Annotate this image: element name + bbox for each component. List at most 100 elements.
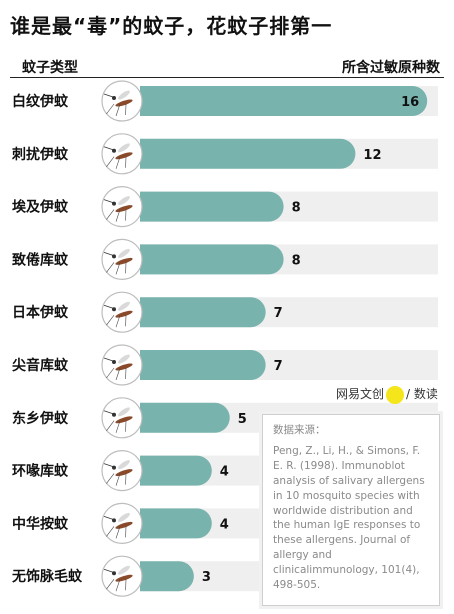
mosquito-icon bbox=[101, 397, 143, 439]
mosquito-wing bbox=[118, 90, 130, 100]
brand-credit: 网易文创 / 数读 bbox=[336, 385, 446, 404]
value-label: 3 bbox=[202, 570, 211, 585]
mosquito-wing bbox=[118, 512, 130, 522]
mosquito-proboscis bbox=[103, 146, 114, 151]
icon-ring bbox=[101, 80, 143, 122]
chart-row: 埃及伊蚊 8 bbox=[12, 185, 438, 228]
category-label: 东乡伊蚊 bbox=[12, 410, 69, 427]
category-column-header: 蚊子类型 bbox=[22, 60, 78, 76]
icon-ring bbox=[101, 238, 143, 280]
mosquito-leg bbox=[106, 103, 115, 115]
mosquito-leg bbox=[106, 315, 115, 326]
mosquito-leg bbox=[115, 526, 121, 539]
mosquito-leg bbox=[106, 473, 115, 484]
mosquito-wing bbox=[118, 248, 130, 258]
bar bbox=[140, 508, 212, 539]
bar bbox=[140, 561, 194, 592]
mosquito-leg bbox=[115, 473, 121, 486]
mosquito-proboscis bbox=[103, 410, 114, 415]
brand-name: 网易文创 bbox=[336, 387, 385, 401]
mosquito-leg bbox=[106, 209, 115, 220]
mosquito-leg bbox=[115, 315, 121, 328]
mosquito-wing bbox=[118, 196, 130, 206]
source-citation: Peng, Z., Li, H., & Simons, F. E. R. (19… bbox=[273, 444, 425, 592]
brand-logo-icon bbox=[386, 385, 405, 404]
icon-ring bbox=[101, 133, 143, 175]
category-label: 白纹伊蚊 bbox=[12, 93, 69, 110]
mosquito-proboscis bbox=[103, 568, 114, 573]
mosquito-wing bbox=[118, 301, 130, 311]
icon-ring bbox=[101, 555, 143, 597]
chart-row: 日本伊蚊 7 bbox=[12, 291, 438, 333]
category-label: 尖音库蚊 bbox=[12, 357, 69, 374]
category-label: 埃及伊蚊 bbox=[12, 199, 69, 216]
mosquito-leg bbox=[106, 262, 115, 273]
value-label: 12 bbox=[363, 148, 381, 163]
chart-row: 刺扰伊蚊 12 bbox=[12, 133, 438, 175]
value-label: 4 bbox=[220, 465, 229, 480]
mosquito-icon bbox=[101, 502, 143, 544]
bar bbox=[140, 297, 266, 328]
mosquito-leg bbox=[115, 156, 121, 169]
mosquito-icon bbox=[101, 185, 143, 228]
bar bbox=[140, 402, 230, 433]
mosquito-leg bbox=[115, 420, 121, 433]
bar bbox=[140, 86, 428, 116]
mosquito-leg bbox=[115, 367, 121, 381]
mosquito-head bbox=[112, 201, 116, 206]
category-label: 环喙库蚊 bbox=[12, 463, 69, 480]
mosquito-leg bbox=[115, 262, 121, 275]
mosquito-proboscis bbox=[103, 93, 114, 98]
mosquito-proboscis bbox=[103, 516, 114, 520]
icon-ring bbox=[101, 450, 143, 492]
mosquito-proboscis bbox=[103, 199, 114, 203]
value-column-header: 所含过敏原种数 bbox=[342, 60, 440, 76]
category-label: 中华按蚊 bbox=[12, 515, 69, 532]
mosquito-leg bbox=[106, 526, 115, 537]
bar bbox=[140, 138, 356, 169]
mosquito-head bbox=[112, 307, 116, 312]
value-label: 8 bbox=[292, 201, 301, 216]
icon-ring bbox=[101, 397, 143, 439]
mosquito-proboscis bbox=[103, 304, 114, 309]
mosquito-leg bbox=[106, 579, 115, 590]
mosquito-proboscis bbox=[103, 463, 114, 467]
mosquito-wing bbox=[118, 565, 130, 575]
bar bbox=[140, 455, 212, 486]
mosquito-icon bbox=[101, 555, 143, 597]
chart-row: 尖音库蚊 7 bbox=[12, 344, 438, 386]
value-label: 7 bbox=[274, 306, 283, 321]
bar bbox=[140, 191, 284, 222]
mosquito-icon bbox=[101, 133, 143, 175]
mosquito-icon bbox=[101, 291, 143, 333]
icon-ring bbox=[101, 502, 143, 544]
value-label: 4 bbox=[220, 517, 229, 532]
mosquito-leg bbox=[115, 103, 121, 117]
icon-ring bbox=[101, 185, 143, 228]
mosquito-icon bbox=[101, 238, 143, 280]
header-divider bbox=[10, 77, 444, 78]
mosquito-leg bbox=[106, 156, 115, 167]
mosquito-icon bbox=[101, 344, 143, 386]
category-label: 致倦库蚊 bbox=[12, 251, 69, 268]
value-label: 5 bbox=[238, 412, 247, 427]
icon-ring bbox=[101, 291, 143, 333]
brand-suffix: / 数读 bbox=[406, 387, 438, 401]
mosquito-wing bbox=[118, 354, 130, 364]
mosquito-proboscis bbox=[103, 357, 114, 362]
chart-row: 致倦库蚊 8 bbox=[12, 238, 438, 280]
chart-row: 白纹伊蚊 16 bbox=[12, 80, 438, 122]
mosquito-head bbox=[112, 518, 116, 523]
bar bbox=[140, 244, 284, 275]
mosquito-icon bbox=[101, 80, 143, 122]
category-label: 日本伊蚊 bbox=[12, 304, 69, 321]
mosquito-leg bbox=[106, 420, 115, 431]
category-label: 无饰脉毛蚊 bbox=[11, 568, 83, 585]
category-label: 刺扰伊蚊 bbox=[12, 146, 69, 163]
value-label: 7 bbox=[274, 359, 283, 374]
mosquito-leg bbox=[115, 579, 121, 592]
source-label: 数据来源： bbox=[273, 424, 326, 436]
value-label: 16 bbox=[401, 95, 419, 110]
mosquito-leg bbox=[106, 367, 115, 379]
mosquito-wing bbox=[118, 407, 130, 417]
